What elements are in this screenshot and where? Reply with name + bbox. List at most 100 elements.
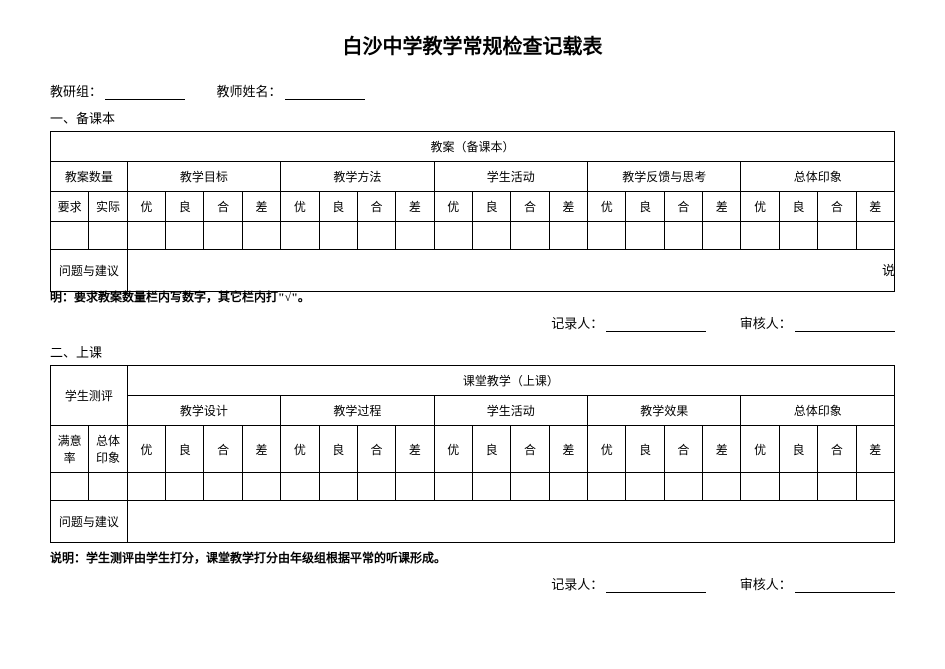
s2-blank: [626, 473, 664, 501]
s1-note: 明：要求教案数量栏内写数字，其它栏内打"√"。: [50, 288, 895, 305]
s2-col-process: 教学过程: [281, 396, 434, 426]
s2-blank: [856, 473, 894, 501]
s2-r: 差: [242, 426, 280, 473]
s2-blank: [549, 473, 587, 501]
s2-note: 说明：学生测评由学生打分，课堂教学打分由年级组根据平常的听课形成。: [50, 549, 895, 566]
recorder-line: [606, 316, 706, 332]
s1-r: 合: [511, 192, 549, 222]
s2-suggest-cell: [127, 501, 894, 543]
recorder-label-2: 记录人：: [551, 577, 603, 592]
s1-r: 差: [703, 192, 741, 222]
s2-r: 良: [779, 426, 817, 473]
s1-blank: [779, 222, 817, 250]
s1-r: 合: [664, 192, 702, 222]
s1-suggest-label: 问题与建议: [51, 250, 128, 292]
s2-blank: [703, 473, 741, 501]
s2-eval-impress: 总体印象: [89, 426, 127, 473]
s2-super-header: 课堂教学（上课）: [127, 366, 894, 396]
s1-col-count: 教案数量: [51, 162, 128, 192]
s2-blank: [51, 473, 89, 501]
teacher-input-line: [285, 84, 365, 100]
s2-signatures: 记录人： 审核人：: [50, 574, 895, 593]
s2-blank: [472, 473, 510, 501]
s1-super-header: 教案（备课本）: [51, 132, 895, 162]
s1-r: 优: [434, 192, 472, 222]
s1-r: 差: [242, 192, 280, 222]
s2-r: 合: [664, 426, 702, 473]
s1-r: 差: [549, 192, 587, 222]
s1-r: 优: [127, 192, 165, 222]
s2-blank: [434, 473, 472, 501]
s2-col-effect: 教学效果: [588, 396, 741, 426]
teacher-label: 教师姓名：: [217, 81, 282, 100]
s1-blank: [741, 222, 779, 250]
s2-blank: [511, 473, 549, 501]
s2-r: 合: [357, 426, 395, 473]
s2-r: 优: [434, 426, 472, 473]
s1-blank: [626, 222, 664, 250]
s1-blank: [856, 222, 894, 250]
group-label: 教研组：: [50, 81, 102, 100]
s1-r: 合: [204, 192, 242, 222]
s2-r: 差: [856, 426, 894, 473]
s1-blank: [51, 222, 89, 250]
s2-blank: [281, 473, 319, 501]
s2-blank: [741, 473, 779, 501]
s1-blank: [242, 222, 280, 250]
s1-r: 优: [281, 192, 319, 222]
s2-blank: [242, 473, 280, 501]
s2-r: 合: [818, 426, 856, 473]
s1-suggest-cell: [127, 250, 894, 292]
s2-r: 良: [472, 426, 510, 473]
s1-col-method: 教学方法: [281, 162, 434, 192]
s2-r: 差: [549, 426, 587, 473]
reviewer-label-2: 审核人：: [740, 577, 792, 592]
s2-blank: [396, 473, 434, 501]
s1-r: 优: [741, 192, 779, 222]
s2-r: 优: [588, 426, 626, 473]
s2-blank: [319, 473, 357, 501]
s1-col-feedback: 教学反馈与思考: [588, 162, 741, 192]
s1-count-req: 要求: [51, 192, 89, 222]
s2-r: 优: [281, 426, 319, 473]
s2-blank: [204, 473, 242, 501]
s1-r: 良: [166, 192, 204, 222]
s1-blank: [511, 222, 549, 250]
group-input-line: [105, 84, 185, 100]
s2-r: 合: [204, 426, 242, 473]
s2-blank: [166, 473, 204, 501]
s2-blank: [818, 473, 856, 501]
recorder-label: 记录人：: [551, 316, 603, 331]
s1-blank: [664, 222, 702, 250]
s1-r: 良: [472, 192, 510, 222]
s2-col-design: 教学设计: [127, 396, 280, 426]
reviewer-label: 审核人：: [740, 316, 792, 331]
s1-blank: [89, 222, 127, 250]
s1-r: 合: [818, 192, 856, 222]
s1-count-actual: 实际: [89, 192, 127, 222]
s1-signatures: 记录人： 审核人：: [50, 313, 895, 332]
s2-eval-rate: 满意率: [51, 426, 89, 473]
reviewer-line: [795, 316, 895, 332]
s2-r: 优: [127, 426, 165, 473]
s1-r: 差: [396, 192, 434, 222]
s1-col-overall: 总体印象: [741, 162, 895, 192]
s2-suggest-label: 问题与建议: [51, 501, 128, 543]
section1-heading: 一、备课本: [50, 108, 895, 127]
s1-blank: [549, 222, 587, 250]
s2-blank: [127, 473, 165, 501]
s1-blank: [166, 222, 204, 250]
s2-col-overall: 总体印象: [741, 396, 895, 426]
s2-col-activity: 学生活动: [434, 396, 587, 426]
s2-r: 优: [741, 426, 779, 473]
section2-heading: 二、上课: [50, 342, 895, 361]
s1-blank: [703, 222, 741, 250]
s1-blank: [396, 222, 434, 250]
s2-r: 差: [703, 426, 741, 473]
s2-blank: [779, 473, 817, 501]
s2-r: 差: [396, 426, 434, 473]
s1-r: 良: [779, 192, 817, 222]
section1-table: 教案（备课本） 教案数量 教学目标 教学方法 学生活动 教学反馈与思考 总体印象…: [50, 131, 895, 292]
s1-r: 差: [856, 192, 894, 222]
page-title: 白沙中学教学常规检查记载表: [50, 30, 895, 59]
